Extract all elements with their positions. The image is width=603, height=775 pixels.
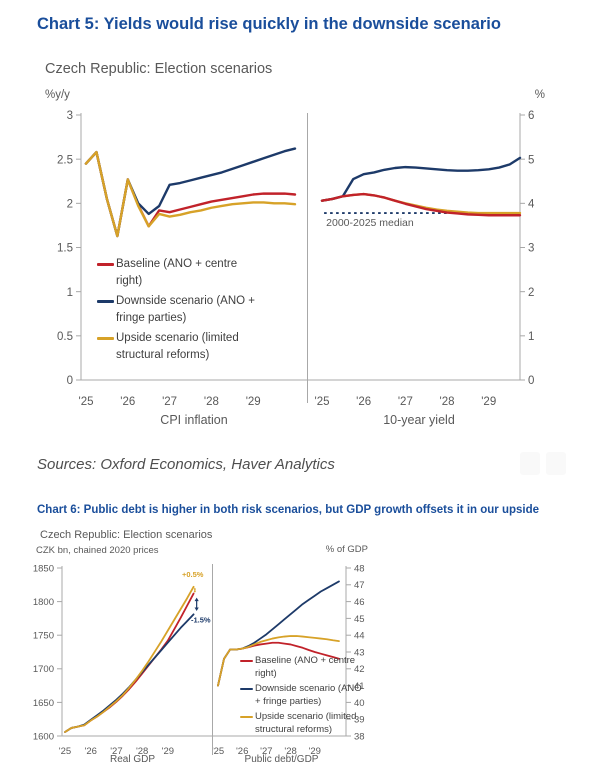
svg-text:2: 2 — [67, 198, 73, 210]
yield-chart-title: 10-year yield — [383, 413, 455, 427]
svg-text:'29: '29 — [162, 746, 174, 757]
svg-text:'27: '27 — [260, 746, 272, 757]
chart6-title: Chart 6: Public debt is higher in both r… — [37, 504, 540, 516]
legend-item-baseline: Baseline (ANO + centre right) — [97, 256, 260, 289]
svg-text:0: 0 — [528, 375, 534, 387]
public-debt-chart: 38 39 40 41 42 43 44 45 46 47 48 '25 '26 '27 '28 '29 — [212, 563, 365, 757]
svg-text:3: 3 — [528, 243, 534, 255]
sources-note: Sources: Oxford Economics, Haver Analyti… — [37, 456, 335, 473]
legend-label-downside: Downside scenario (ANO + fringe parties) — [255, 683, 362, 707]
debt-chart-title: Public debt/GDP — [244, 754, 319, 765]
chart5-title: Chart 5: Yields would rise quickly in th… — [37, 15, 501, 33]
svg-text:'27: '27 — [110, 746, 122, 757]
chart5-subtitle: Czech Republic: Election scenarios — [45, 61, 273, 77]
svg-text:'25: '25 — [59, 746, 71, 757]
svg-text:43: 43 — [354, 647, 365, 658]
svg-text:'28: '28 — [440, 396, 455, 408]
legend-item-downside: Downside scenario (ANO + fringe parties) — [97, 293, 260, 326]
downside-line-swatch-icon — [97, 300, 114, 303]
svg-text:2000-2025 median: 2000-2025 median — [326, 217, 414, 229]
svg-text:45: 45 — [354, 614, 365, 625]
svg-text:2.5: 2.5 — [57, 154, 73, 166]
svg-text:1: 1 — [528, 331, 534, 343]
svg-text:3: 3 — [67, 110, 73, 122]
ten-year-yield-chart: 0 1 2 3 4 5 6 '25 '26 '27 '28 '29 2000-2025 median — [307, 110, 535, 408]
svg-text:1: 1 — [67, 287, 73, 299]
chart5-legend: Baseline (ANO + centre right) Downside s… — [97, 256, 260, 367]
baseline-line-swatch-icon — [240, 660, 253, 663]
svg-text:1850: 1850 — [33, 563, 54, 574]
legend-item-upside: Upside scenario (limited structural refo… — [97, 330, 260, 363]
faded-watermark-box — [546, 452, 566, 475]
cpi-axis-unit-label: %y/y — [45, 89, 70, 101]
svg-text:1600: 1600 — [33, 731, 54, 742]
svg-text:1700: 1700 — [33, 664, 54, 675]
svg-text:+0.5%: +0.5% — [182, 570, 204, 579]
chart6-legend: Baseline (ANO + centre right) Downside s… — [240, 655, 367, 739]
debt-axis-unit-label: % of GDP — [325, 544, 368, 555]
cpi-inflation-chart: 0 0.5 1 1.5 2 2.5 3 '25 '26 '27 '28 '29 — [57, 110, 307, 408]
chart6-panel-divider — [212, 564, 213, 755]
gdp-axis-unit-label: CZK bn, chained 2020 prices — [36, 545, 159, 556]
cpi-chart-title: CPI inflation — [160, 413, 228, 427]
legend-label-upside: Upside scenario (limited structural refo… — [255, 711, 357, 735]
svg-text:'25: '25 — [212, 746, 224, 757]
baseline-line-swatch-icon — [97, 263, 114, 266]
svg-text:'26: '26 — [120, 396, 135, 408]
chart6-subtitle: Czech Republic: Election scenarios — [40, 529, 213, 541]
svg-text:1650: 1650 — [33, 698, 54, 709]
upside-line-swatch-icon — [97, 337, 114, 340]
svg-text:41: 41 — [354, 681, 365, 692]
svg-text:4: 4 — [528, 198, 535, 210]
downside-line-swatch-icon — [240, 688, 253, 691]
legend-item-baseline: Baseline (ANO + centre right) — [240, 655, 367, 680]
svg-text:-1.5%: -1.5% — [191, 616, 211, 625]
svg-text:'29: '29 — [481, 396, 496, 408]
svg-text:'28: '28 — [136, 746, 148, 757]
svg-text:39: 39 — [354, 715, 365, 726]
svg-text:38: 38 — [354, 731, 365, 742]
svg-text:'26: '26 — [236, 746, 248, 757]
svg-text:48: 48 — [354, 563, 365, 574]
legend-item-upside: Upside scenario (limited structural refo… — [240, 711, 367, 736]
svg-text:'26: '26 — [356, 396, 371, 408]
svg-text:40: 40 — [354, 698, 365, 709]
svg-text:'25: '25 — [315, 396, 330, 408]
svg-text:'28: '28 — [284, 746, 296, 757]
svg-text:47: 47 — [354, 580, 365, 591]
svg-text:42: 42 — [354, 664, 365, 675]
svg-text:'25: '25 — [79, 396, 94, 408]
gdp-chart-title: Real GDP — [109, 754, 155, 765]
svg-text:46: 46 — [354, 597, 365, 608]
real-gdp-chart: 1600 1650 1700 1750 1800 1850 '25 '26 '27 '28 '29 +… — [33, 563, 212, 757]
svg-text:'27: '27 — [162, 396, 177, 408]
svg-text:2: 2 — [528, 287, 534, 299]
svg-text:1750: 1750 — [33, 631, 54, 642]
legend-item-downside: Downside scenario (ANO + fringe parties) — [240, 683, 367, 708]
svg-text:5: 5 — [528, 154, 534, 166]
svg-text:1.5: 1.5 — [57, 243, 73, 255]
svg-text:'29: '29 — [246, 396, 261, 408]
legend-label-downside: Downside scenario (ANO + fringe parties) — [116, 295, 256, 324]
legend-label-upside: Upside scenario (limited structural refo… — [116, 332, 239, 361]
svg-text:'28: '28 — [204, 396, 219, 408]
legend-label-baseline: Baseline (ANO + centre right) — [116, 258, 238, 287]
svg-text:6: 6 — [528, 110, 534, 122]
svg-text:0.5: 0.5 — [57, 331, 73, 343]
svg-text:0: 0 — [67, 375, 73, 387]
legend-label-baseline: Baseline (ANO + centre right) — [255, 655, 356, 679]
svg-text:'26: '26 — [85, 746, 97, 757]
faded-watermark-box — [520, 452, 540, 475]
svg-text:44: 44 — [354, 631, 365, 642]
svg-text:'29: '29 — [309, 746, 321, 757]
chart5-panel-divider — [307, 113, 308, 403]
yield-axis-unit-label: % — [534, 89, 545, 101]
svg-text:1800: 1800 — [33, 597, 54, 608]
upside-line-swatch-icon — [240, 716, 253, 719]
svg-text:'27: '27 — [398, 396, 413, 408]
